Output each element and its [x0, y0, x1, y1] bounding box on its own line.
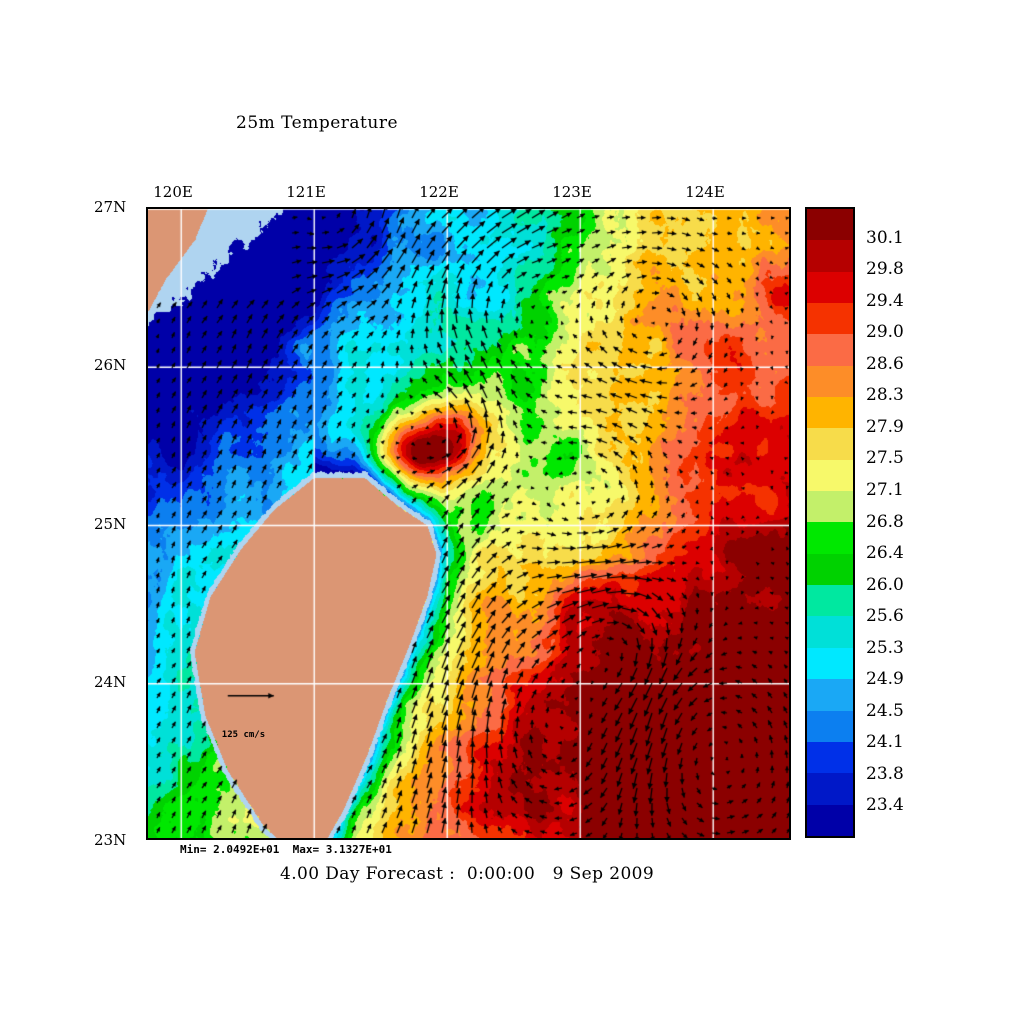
- colorbar-tick-label: 25.3: [866, 637, 904, 658]
- colorbar-tick-label: 24.9: [866, 669, 904, 690]
- colorbar-band: [807, 522, 853, 554]
- colorbar-tick-label: 29.8: [866, 259, 904, 280]
- colorbar-band: [807, 585, 853, 617]
- colorbar-tick-label: 28.6: [866, 353, 904, 374]
- colorbar-tick-label: 27.9: [866, 416, 904, 437]
- colorbar: [805, 207, 855, 838]
- colorbar-band: [807, 553, 853, 586]
- colorbar-band: [807, 616, 853, 648]
- colorbar-tick-label: 24.1: [866, 732, 904, 753]
- colorbar-tick-label: 30.1: [866, 227, 904, 248]
- colorbar-tick-label: 29.0: [866, 322, 904, 343]
- colorbar-tick-label: 29.4: [866, 290, 904, 311]
- y-axis-tick-label: 27N: [94, 198, 127, 216]
- colorbar-tick-label: 25.6: [866, 606, 904, 627]
- colorbar-band: [807, 647, 853, 680]
- colorbar-band: [807, 679, 853, 711]
- colorbar-tick-label: 26.4: [866, 543, 904, 564]
- x-axis-tick-label: 123E: [552, 183, 592, 201]
- vector-key-label: 125 cm/s: [221, 729, 266, 740]
- min-max-annotation: Min= 2.0492E+01 Max= 3.1327E+01: [180, 843, 392, 856]
- y-axis-tick-label: 25N: [94, 514, 127, 533]
- colorbar-tick-label: 24.5: [866, 700, 904, 721]
- x-axis-tick-label: 121E: [286, 183, 326, 201]
- colorbar-tick-label: 27.1: [866, 479, 904, 500]
- plot-title: 25m Temperature: [236, 113, 399, 133]
- colorbar-band: [807, 804, 853, 836]
- colorbar-tick-label: 23.8: [866, 763, 904, 784]
- colorbar-band: [807, 240, 853, 272]
- colorbar-tick-label: 27.5: [866, 448, 904, 469]
- temperature-field: [148, 209, 789, 838]
- x-axis-tick-label: 120E: [153, 183, 193, 201]
- y-axis-tick-label: 26N: [94, 356, 127, 375]
- colorbar-band: [807, 459, 853, 492]
- y-axis-tick-label: 23N: [94, 831, 127, 849]
- colorbar-band: [807, 271, 853, 304]
- colorbar-band: [807, 209, 853, 241]
- y-axis-tick-label: 24N: [94, 672, 127, 691]
- colorbar-band: [807, 741, 853, 774]
- colorbar-band: [807, 428, 853, 460]
- colorbar-tick-label: 26.0: [866, 574, 904, 595]
- colorbar-band: [807, 773, 853, 805]
- colorbar-band: [807, 491, 853, 523]
- colorbar-band: [807, 365, 853, 398]
- colorbar-tick-label: 23.4: [866, 795, 904, 816]
- colorbar-band: [807, 710, 853, 742]
- colorbar-band: [807, 397, 853, 429]
- colorbar-band: [807, 303, 853, 335]
- colorbar-band: [807, 334, 853, 366]
- forecast-caption: 4.00 Day Forecast : 0:00:00 9 Sep 2009: [280, 864, 655, 884]
- x-axis-tick-label: 122E: [419, 183, 459, 201]
- colorbar-tick-label: 28.3: [866, 385, 904, 406]
- map-plot-area: [146, 207, 791, 840]
- x-axis-tick-label: 124E: [685, 183, 725, 201]
- colorbar-tick-label: 26.8: [866, 511, 904, 532]
